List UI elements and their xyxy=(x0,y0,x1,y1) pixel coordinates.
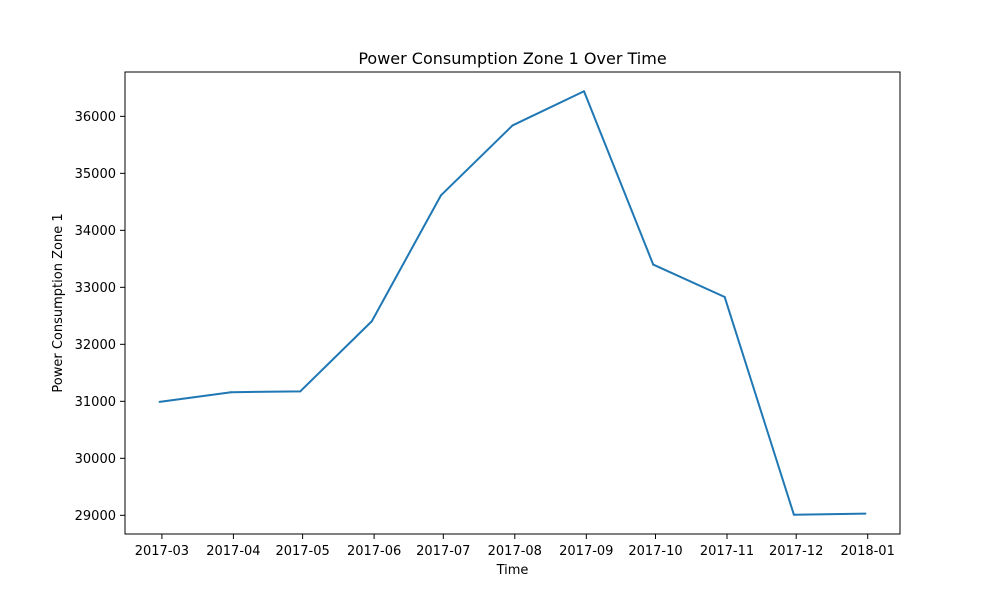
x-tick-label: 2017-04 xyxy=(206,544,260,559)
data-point xyxy=(230,391,233,394)
data-point xyxy=(299,390,302,393)
x-tick-label: 2017-11 xyxy=(700,544,754,559)
x-tick-label: 2017-03 xyxy=(135,544,189,559)
x-tick-label: 2017-07 xyxy=(416,544,470,559)
x-tick-label: 2017-09 xyxy=(559,544,613,559)
series-points xyxy=(158,90,867,516)
x-tick-label: 2017-10 xyxy=(628,544,682,559)
x-tick-label: 2017-08 xyxy=(488,544,542,559)
data-point xyxy=(652,263,655,266)
x-axis-label: Time xyxy=(496,563,529,578)
data-point xyxy=(370,320,373,323)
y-axis-ticks: 29000 30000 31000 32000 33000 34000 35000 36000 xyxy=(75,110,125,524)
x-tick-label: 2017-06 xyxy=(347,544,401,559)
data-point xyxy=(440,194,442,197)
y-tick-label: 29000 xyxy=(75,509,116,524)
plot-frame xyxy=(124,71,901,535)
y-tick-label: 34000 xyxy=(75,224,116,239)
y-tick-label: 32000 xyxy=(75,338,116,353)
y-tick-label: 33000 xyxy=(75,281,116,296)
data-point xyxy=(511,124,514,127)
y-tick-label: 36000 xyxy=(75,110,116,125)
x-axis-ticks: 2017-03 2017-04 2017-05 2017-06 2017-07 2017-… xyxy=(135,534,895,559)
chart-title: Power Consumption Zone 1 Over Time xyxy=(358,49,666,68)
data-point xyxy=(792,513,795,516)
data-point xyxy=(158,400,161,403)
y-axis-label: Power Consumption Zone 1 xyxy=(51,213,66,392)
data-point xyxy=(723,296,726,299)
x-tick-label: 2017-12 xyxy=(769,544,823,559)
data-point xyxy=(864,512,867,515)
x-tick-label: 2018-01 xyxy=(841,544,895,559)
x-tick-label: 2017-05 xyxy=(275,544,329,559)
y-tick-label: 30000 xyxy=(75,452,116,467)
data-point xyxy=(583,90,585,93)
y-tick-label: 31000 xyxy=(75,395,116,410)
y-tick-label: 35000 xyxy=(75,167,116,182)
